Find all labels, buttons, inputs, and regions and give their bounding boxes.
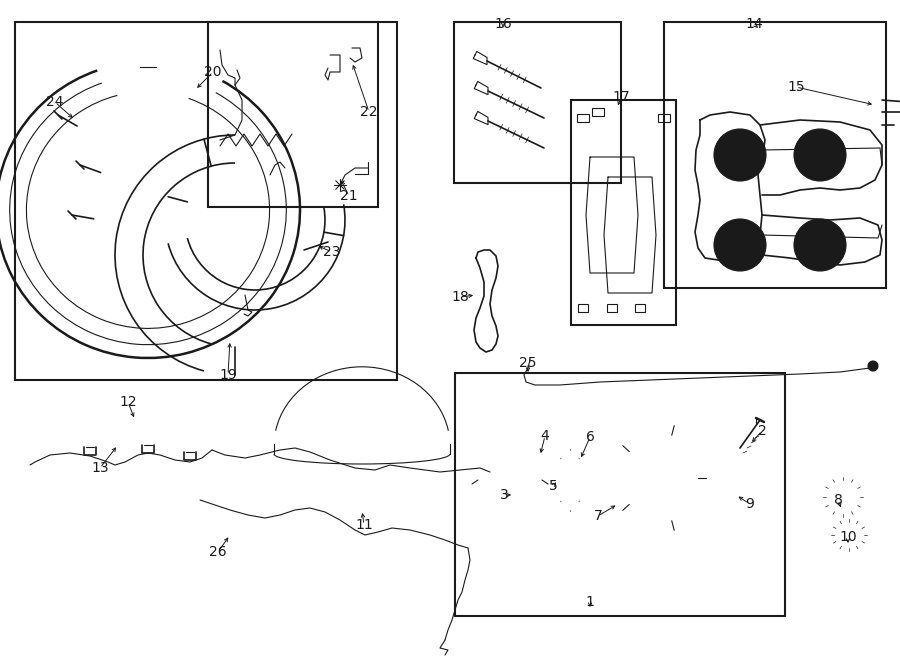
Text: 3: 3 [500,488,508,502]
Text: 14: 14 [745,17,763,31]
Bar [607,304,617,312]
Ellipse shape [794,129,846,181]
Bar [571,100,676,325]
Text: 4: 4 [541,429,549,443]
Bar [578,304,588,312]
Text: 9: 9 [745,497,754,511]
Bar [592,108,604,116]
Text: 2: 2 [758,424,767,438]
Text: 8: 8 [833,493,842,507]
Text: 25: 25 [519,356,536,370]
Text: 23: 23 [323,245,341,259]
Text: 16: 16 [494,17,512,31]
Text: 26: 26 [209,545,227,559]
Text: 13: 13 [91,461,109,475]
Bar [664,22,886,288]
Bar [658,114,670,122]
Text: 18: 18 [451,290,469,304]
Bar [15,22,397,380]
Text: 17: 17 [612,90,630,104]
Bar [635,304,645,312]
Text: 10: 10 [839,530,857,544]
Bar [208,22,378,207]
Ellipse shape [714,129,766,181]
Text: 22: 22 [360,105,378,119]
Text: 6: 6 [586,430,594,444]
Ellipse shape [868,361,878,371]
Bar [455,373,785,616]
Text: 20: 20 [204,65,221,79]
Text: 5: 5 [549,479,557,493]
Bar [577,114,589,122]
Text: 19: 19 [219,368,237,382]
Text: 11: 11 [356,518,373,532]
Ellipse shape [714,219,766,271]
Text: 12: 12 [119,395,137,409]
Ellipse shape [794,219,846,271]
Text: 15: 15 [788,80,805,94]
Text: 24: 24 [46,95,64,109]
Text: 21: 21 [340,189,358,203]
Bar [454,22,621,183]
Text: 1: 1 [586,595,594,609]
Text: 7: 7 [594,509,602,523]
